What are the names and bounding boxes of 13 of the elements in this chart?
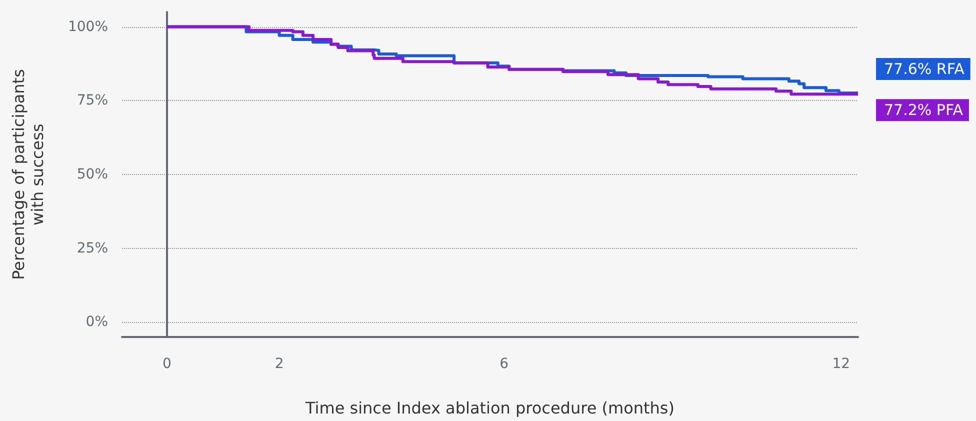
y-tick-label: 0% — [86, 314, 108, 330]
x-tick-label: 12 — [832, 356, 850, 372]
y-tick-label: 75% — [76, 92, 108, 109]
x-tick-label: 6 — [500, 356, 509, 372]
x-tick-label: 2 — [274, 356, 284, 372]
x-axis-title: Time since Index ablation procedure (months) — [304, 398, 674, 418]
y-axis-title: Percentage of participants with success — [9, 69, 47, 280]
series-label: 77.2% PFA — [884, 101, 964, 120]
y-tick-label: 25% — [76, 240, 108, 256]
y-tick-label: 50% — [76, 166, 108, 182]
y-tick-label: 100% — [68, 18, 108, 35]
x-tick-label: 0 — [162, 356, 172, 372]
text: 77.6% RFA — [884, 60, 966, 78]
